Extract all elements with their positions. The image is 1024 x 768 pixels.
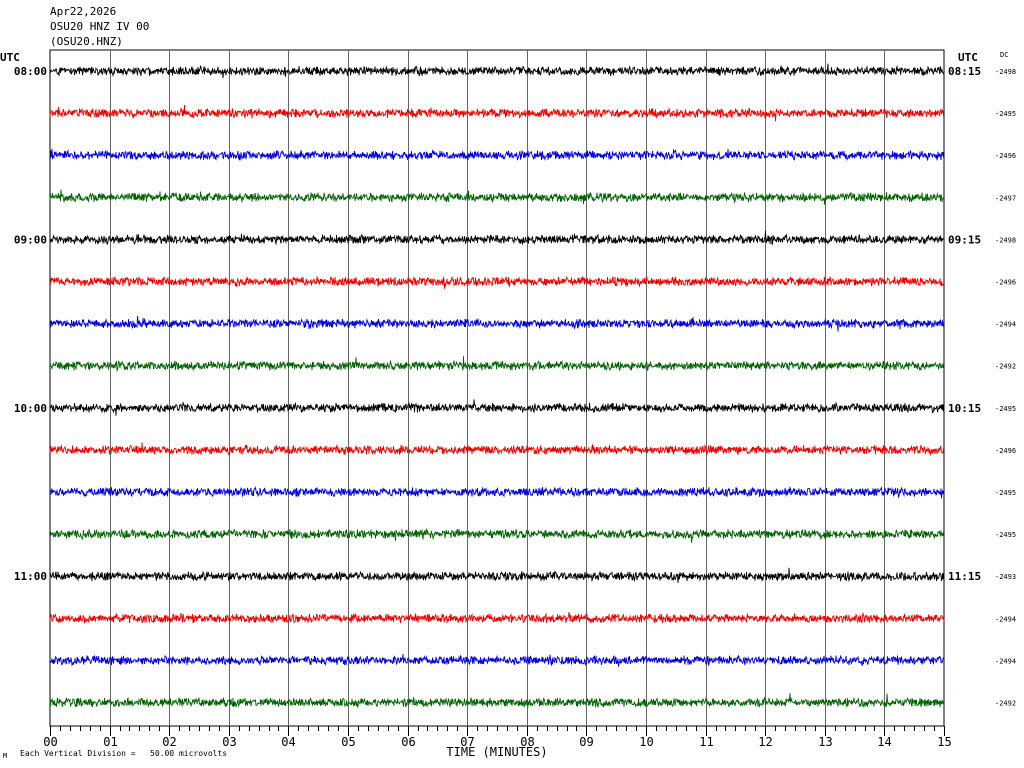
dc-offset-label: -2495 xyxy=(995,405,1016,413)
seismogram-trace xyxy=(49,63,945,79)
dc-offset-label: -2495 xyxy=(995,531,1016,539)
dc-offset-label: -2494 xyxy=(995,615,1016,623)
right-time-label: 11:15 xyxy=(948,570,981,583)
x-axis-label: TIME (MINUTES) xyxy=(446,745,547,759)
seismogram-trace xyxy=(49,230,945,246)
right-time-label: 08:15 xyxy=(948,65,981,78)
seismogram-trace xyxy=(49,485,945,499)
seismogram-trace xyxy=(49,612,945,624)
date-label: Apr22,2026 xyxy=(50,5,117,18)
x-tick-label: 01 xyxy=(103,735,117,749)
seismogram-trace xyxy=(49,567,945,583)
x-tick-label: 07 xyxy=(460,735,474,749)
seismogram-trace xyxy=(49,104,945,122)
x-tick-label: 11 xyxy=(699,735,713,749)
dc-offset-label: -2498 xyxy=(995,236,1016,244)
x-tick-label: 02 xyxy=(162,735,176,749)
dc-offset-label: -2492 xyxy=(995,700,1016,708)
seismogram-trace xyxy=(49,275,945,289)
seismogram-trace xyxy=(49,148,945,162)
left-time-label: 10:00 xyxy=(14,402,47,415)
x-tick-label: 04 xyxy=(281,735,295,749)
right-axis-title: UTC xyxy=(958,51,978,64)
dc-offset-label: -2492 xyxy=(995,363,1016,371)
dc-offset-label: -2494 xyxy=(995,657,1016,665)
x-tick-label: 00 xyxy=(43,735,57,749)
dc-offset-label: -2493 xyxy=(995,573,1016,581)
x-tick-label: 05 xyxy=(341,735,355,749)
dc-offset-label: -2494 xyxy=(995,321,1016,329)
seismogram-trace xyxy=(49,692,945,708)
x-tick-label: 14 xyxy=(877,735,891,749)
right-time-label: 10:15 xyxy=(948,402,981,415)
x-tick-label: 03 xyxy=(222,735,236,749)
scale-mark: M xyxy=(3,752,8,760)
x-tick-label: 15 xyxy=(937,735,951,749)
dc-offset-label: -2496 xyxy=(995,279,1016,287)
x-tick-label: 12 xyxy=(758,735,772,749)
seismogram-trace xyxy=(49,399,945,416)
seismogram-trace xyxy=(49,442,945,457)
left-time-label: 11:00 xyxy=(14,570,47,583)
seismogram-trace xyxy=(49,356,945,373)
station-label: OSU20 HNZ IV 00 xyxy=(50,20,150,33)
x-tick-label: 10 xyxy=(639,735,653,749)
left-time-label: 08:00 xyxy=(14,65,47,78)
dc-offset-label: -2496 xyxy=(995,152,1016,160)
label-layer: 08:00 08:15 -2498 -2495 -2496 -2497 09:00 09:15… xyxy=(0,51,1016,708)
trace-layer xyxy=(49,63,945,708)
x-tick-label: 08 xyxy=(520,735,534,749)
channel-label: (OSU20.HNZ) xyxy=(50,35,123,48)
grid-layer xyxy=(49,49,945,727)
seismogram-trace xyxy=(49,189,945,205)
x-tick-label: 06 xyxy=(401,735,415,749)
left-axis-title: UTC xyxy=(0,51,20,64)
dc-offset-label: -2497 xyxy=(995,194,1016,202)
vertical-division-note: Each Vertical Division = 50.00 microvolt… xyxy=(20,749,228,758)
dc-offset-label: -2498 xyxy=(995,68,1016,76)
right-time-label: 09:15 xyxy=(948,233,981,246)
seismogram-trace xyxy=(49,528,945,543)
x-tick-label: 09 xyxy=(579,735,593,749)
x-tick-label: 13 xyxy=(818,735,832,749)
axis-layer: 00 01 02 03 04 05 06 07 08 09 10 11 12 13 14 15 TIME (MI… xyxy=(43,726,952,759)
dc-column-title: DC xyxy=(1000,51,1008,59)
seismogram-trace xyxy=(49,315,945,332)
dc-offset-label: -2496 xyxy=(995,447,1016,455)
seismogram-trace xyxy=(49,653,945,667)
dc-offset-label: -2495 xyxy=(995,110,1016,118)
plot-frame xyxy=(49,49,945,727)
dc-offset-label: -2495 xyxy=(995,489,1016,497)
left-time-label: 09:00 xyxy=(14,233,47,246)
